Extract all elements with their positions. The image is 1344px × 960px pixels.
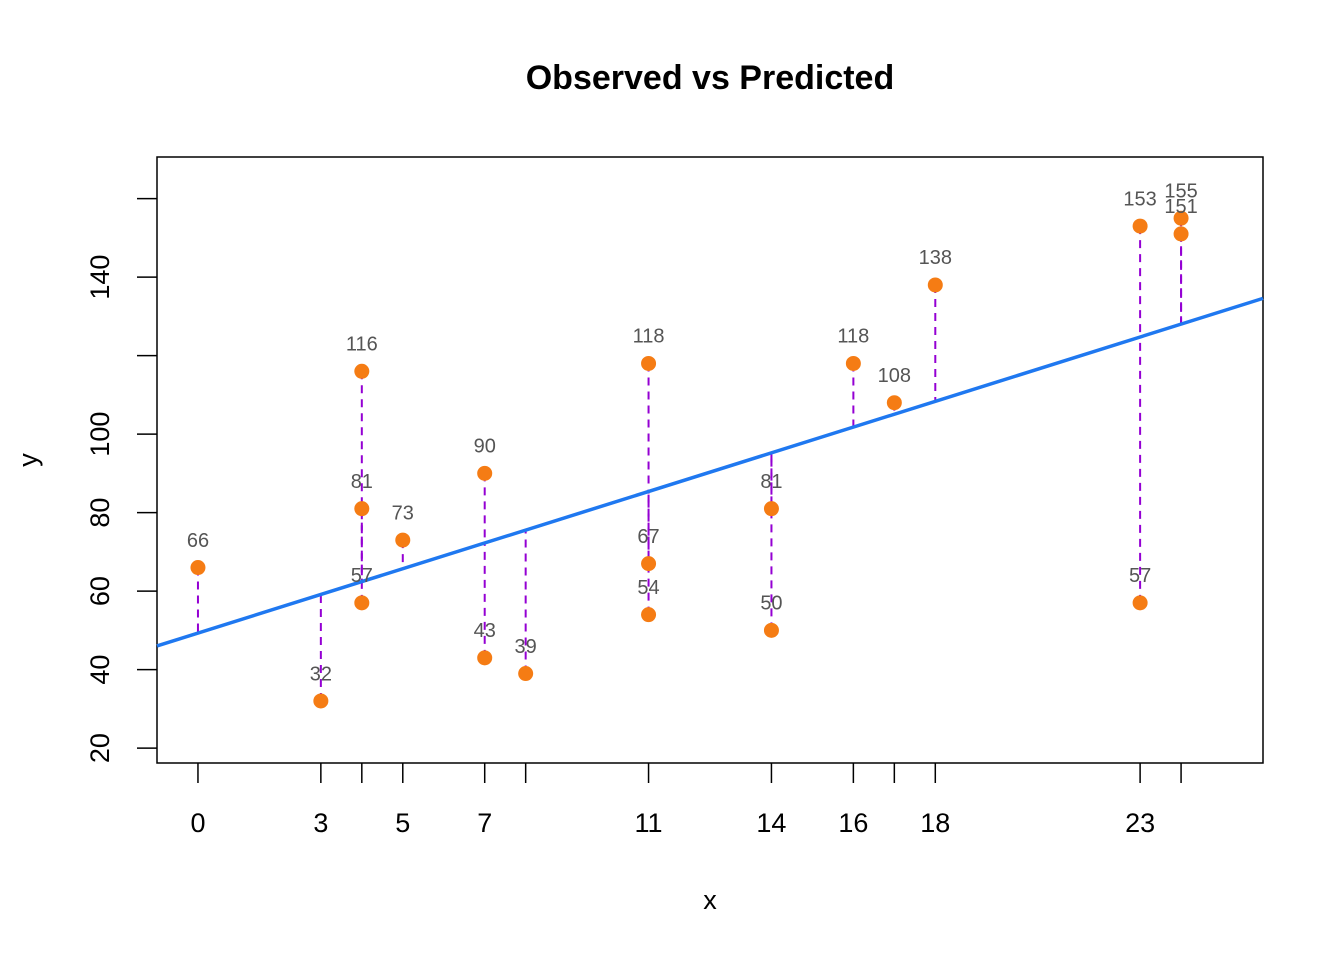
point <box>477 465 493 481</box>
value-label: 108 <box>878 365 911 387</box>
x-tick-label: 18 <box>920 808 950 838</box>
value-label: 39 <box>515 636 537 658</box>
x-tick-label: 3 <box>313 808 328 838</box>
x-tick-label: 5 <box>395 808 410 838</box>
x-tick-label: 14 <box>756 808 786 838</box>
value-label: 54 <box>637 577 659 599</box>
value-label: 67 <box>637 526 659 548</box>
x-tick-label: 23 <box>1125 808 1155 838</box>
point <box>354 501 370 517</box>
point <box>927 277 943 293</box>
value-label: 118 <box>633 326 665 348</box>
point <box>313 693 329 709</box>
point <box>886 395 902 411</box>
point <box>641 556 657 572</box>
y-axis-label: y <box>13 453 43 467</box>
point <box>763 622 779 638</box>
value-label: 138 <box>919 247 952 269</box>
point <box>354 363 370 379</box>
y-tick-label: 20 <box>85 733 115 763</box>
point <box>477 650 493 666</box>
value-label: 155 <box>1164 181 1197 203</box>
value-label: 50 <box>760 593 782 615</box>
point <box>1132 595 1148 611</box>
regression-line <box>156 296 1264 648</box>
point <box>641 355 657 371</box>
value-label: 66 <box>187 530 209 552</box>
point <box>1173 210 1189 226</box>
point <box>395 532 411 548</box>
value-label: 73 <box>392 502 414 524</box>
x-tick-label: 7 <box>477 808 492 838</box>
value-label: 81 <box>351 471 373 493</box>
point <box>845 355 861 371</box>
x-tick-label: 11 <box>635 808 663 838</box>
value-label: 57 <box>1129 565 1151 587</box>
x-tick-label: 0 <box>190 808 205 838</box>
point <box>1173 226 1189 242</box>
point <box>518 666 534 682</box>
point <box>763 501 779 517</box>
value-label: 118 <box>837 326 869 348</box>
value-label: 81 <box>760 471 782 493</box>
value-label: 116 <box>346 334 378 356</box>
value-label: 151 <box>1164 196 1197 218</box>
point <box>354 595 370 611</box>
y-tick-label: 80 <box>85 498 115 528</box>
value-label: 43 <box>474 620 496 642</box>
value-label: 57 <box>351 565 373 587</box>
point <box>1132 218 1148 234</box>
y-tick-label: 60 <box>85 576 115 606</box>
x-tick-label: 16 <box>838 808 868 838</box>
point <box>641 607 657 623</box>
value-label: 32 <box>310 663 332 685</box>
chart-title: Observed vs Predicted <box>526 59 895 97</box>
y-tick-label: 100 <box>85 412 115 457</box>
point <box>190 560 206 576</box>
x-axis-label: x <box>703 885 717 915</box>
value-label: 90 <box>474 436 496 458</box>
plot-frame <box>156 156 1264 764</box>
y-tick-label: 140 <box>85 255 115 300</box>
y-tick-label: 40 <box>85 655 115 685</box>
value-label: 153 <box>1123 188 1156 210</box>
